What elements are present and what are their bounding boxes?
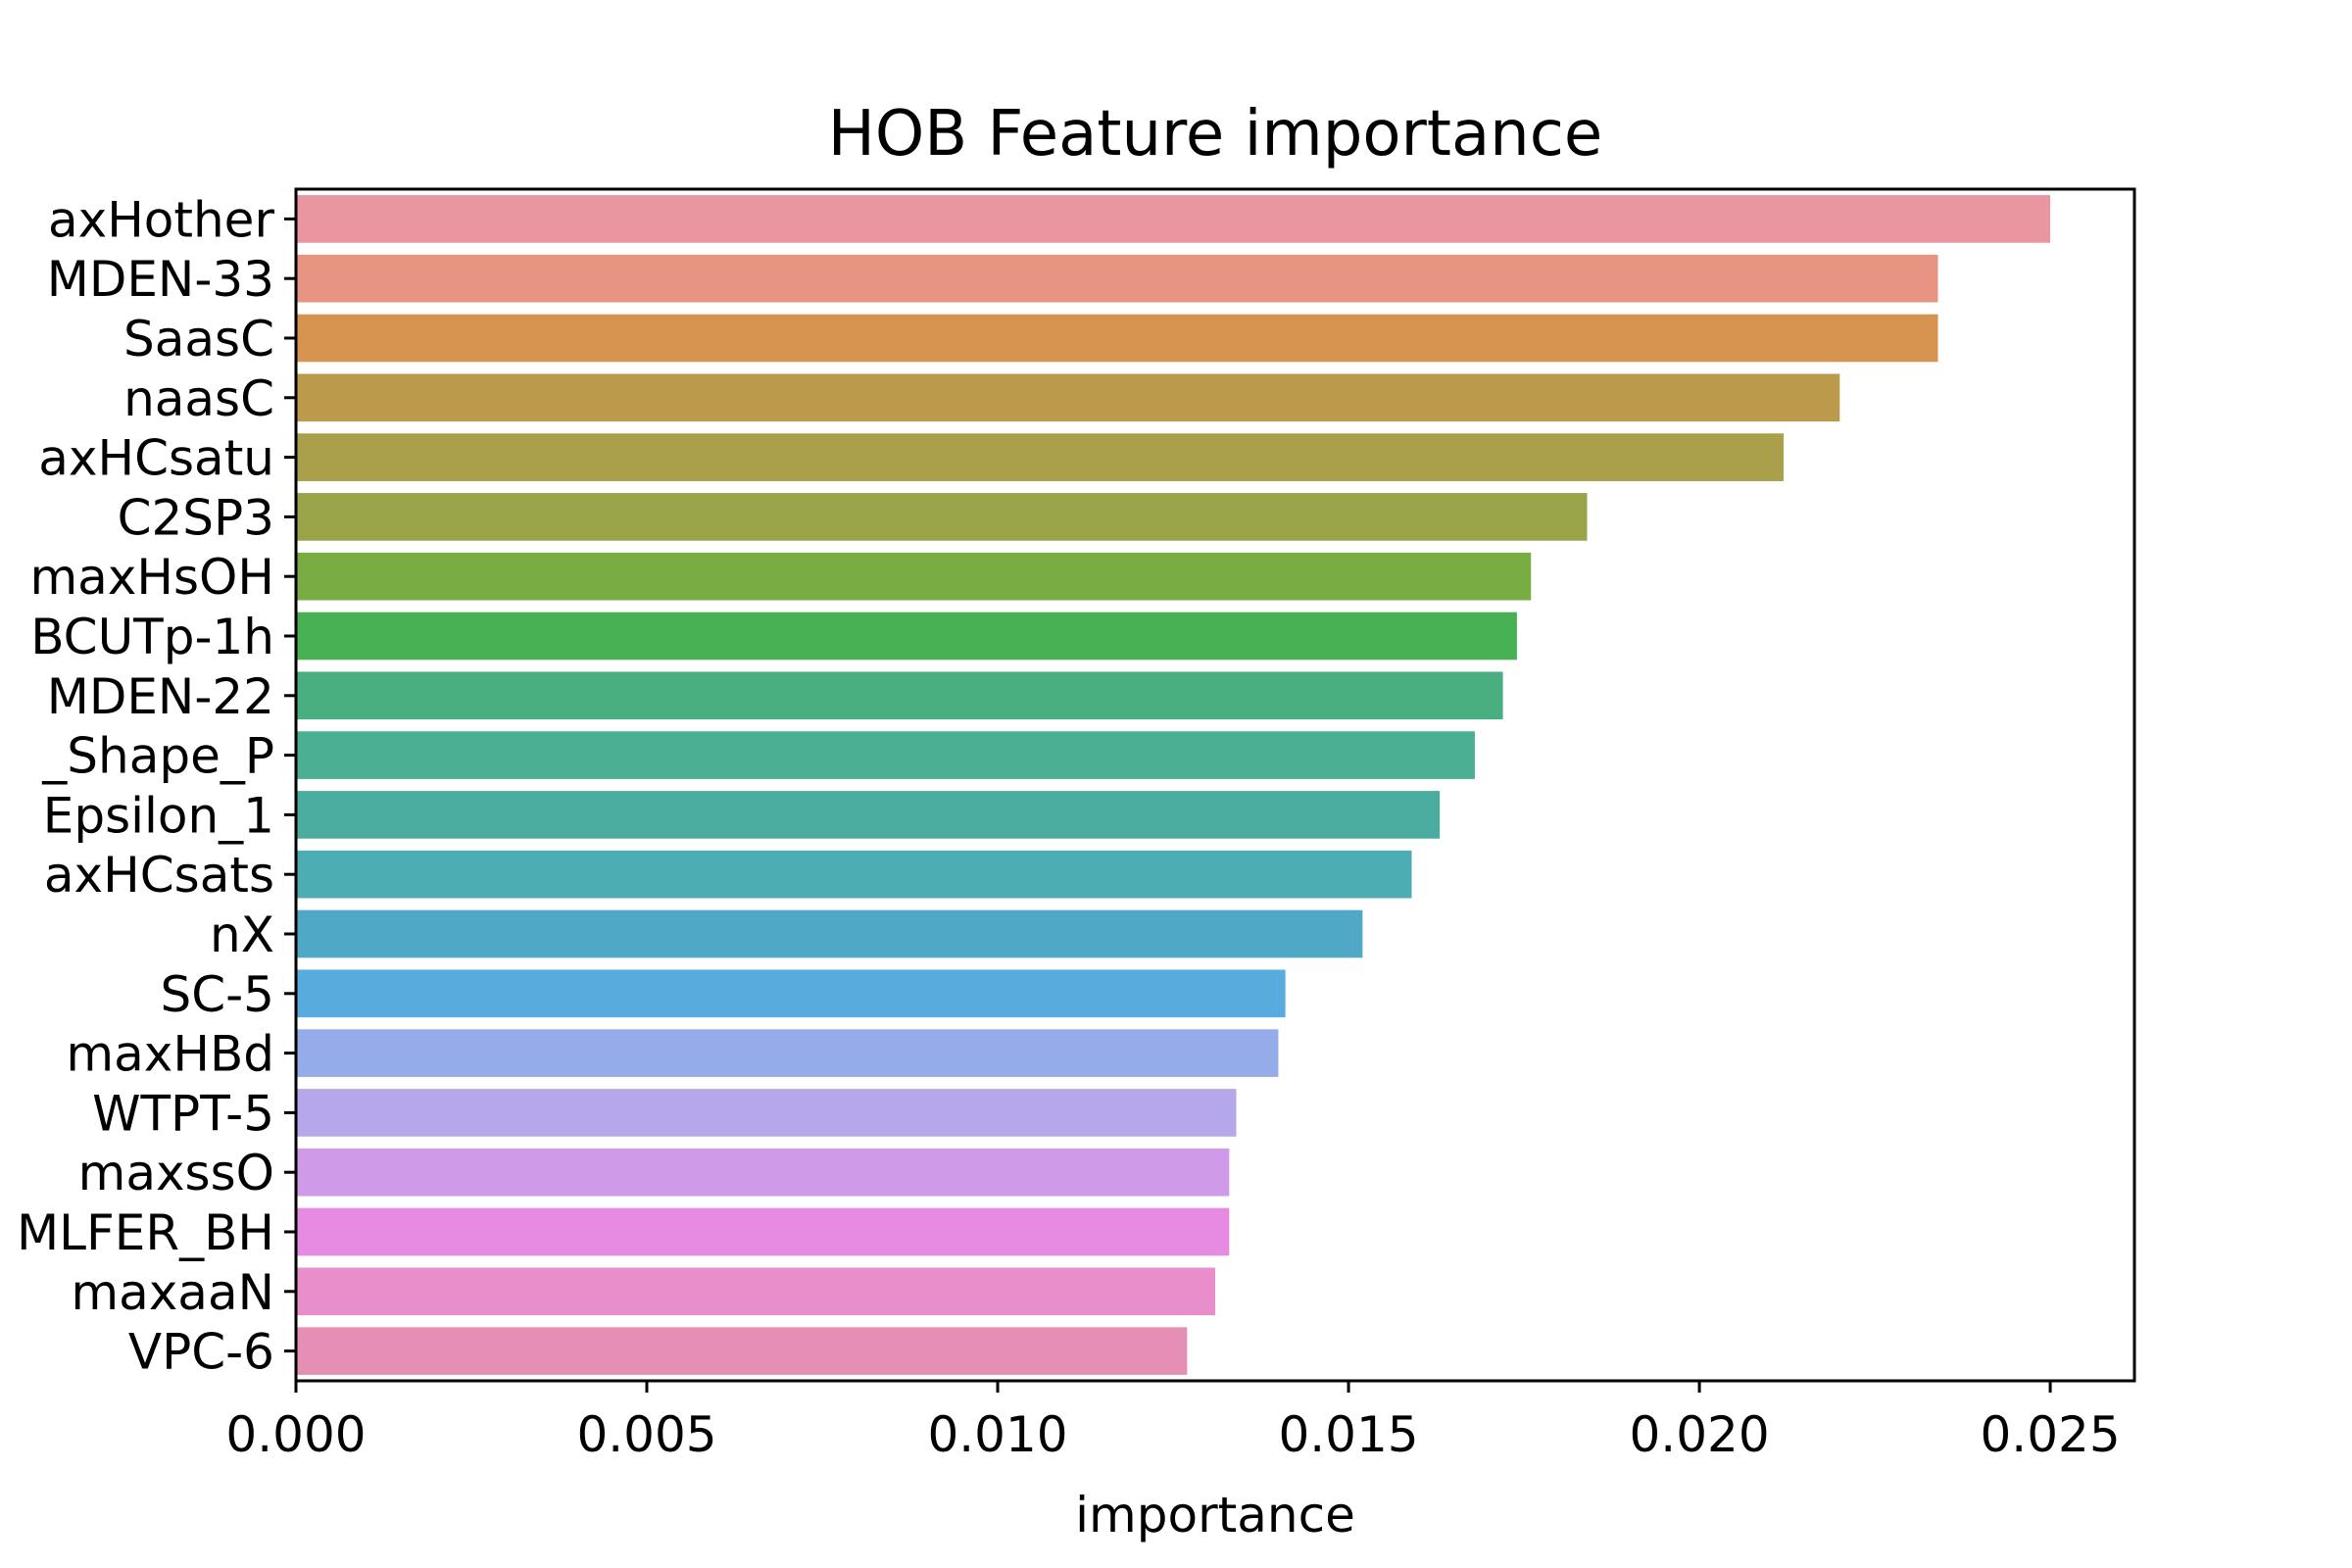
y-tick-label: SC-5 xyxy=(160,966,274,1023)
x-tick-label: 0.010 xyxy=(927,1406,1067,1463)
y-tick-label: axHother xyxy=(48,191,274,248)
y-tick-label: naasC xyxy=(123,370,274,427)
x-ticks: 0.000 0.005 0.010 0.015 0.020 0.025 xyxy=(225,1381,2121,1463)
y-tick-label: MDEN-33 xyxy=(47,251,274,308)
y-tick-label: MDEN-22 xyxy=(47,668,274,725)
bar-11 xyxy=(296,850,1412,899)
y-tick-label: axHCsats xyxy=(44,847,274,904)
bar-13 xyxy=(296,969,1286,1018)
bar-6 xyxy=(296,552,1532,601)
x-tick-label: 0.025 xyxy=(1981,1406,2121,1463)
x-tick-label: 0.020 xyxy=(1629,1406,1769,1463)
y-tick-label: VPC-6 xyxy=(128,1324,274,1381)
bar-8 xyxy=(296,671,1503,720)
bar-4 xyxy=(296,433,1784,481)
y-tick-label: nX xyxy=(210,906,274,963)
bar-2 xyxy=(296,314,1938,363)
bar-17 xyxy=(296,1207,1230,1256)
bar-1 xyxy=(296,254,1938,303)
plot-frame xyxy=(294,187,2136,1383)
y-tick-label: C2SP3 xyxy=(118,489,274,546)
bar-7 xyxy=(296,612,1517,661)
x-axis-label: importance xyxy=(1075,1487,1355,1544)
y-tick-label: maxssO xyxy=(78,1145,274,1201)
y-tick-label: maxHBd xyxy=(66,1026,274,1083)
y-tick-label: BCUTp-1h xyxy=(30,609,274,665)
y-tick-label: maxHsOH xyxy=(29,549,274,606)
y-tick-label: SaasC xyxy=(123,311,274,368)
bar-0 xyxy=(296,195,2051,243)
bar-15 xyxy=(296,1089,1237,1137)
y-tick-label: _Shape_P xyxy=(41,728,274,785)
y-tick-labels: axHotherMDEN-33SaasCnaasCaxHCsatuC2SP3ma… xyxy=(17,191,296,1381)
bar-18 xyxy=(296,1267,1215,1316)
y-tick-label: axHCsatu xyxy=(38,430,274,487)
bar-9 xyxy=(296,731,1475,779)
y-tick-label: Epsilon_1 xyxy=(43,787,274,844)
chart-title: HOB Feature importance xyxy=(828,98,1603,171)
y-tick-label: MLFER_BH xyxy=(17,1204,274,1261)
x-tick-label: 0.000 xyxy=(225,1406,366,1463)
bar-16 xyxy=(296,1148,1230,1197)
y-tick-label: maxaaN xyxy=(71,1264,274,1321)
x-tick-label: 0.015 xyxy=(1278,1406,1418,1463)
bar-12 xyxy=(296,909,1363,958)
bar-5 xyxy=(296,493,1588,541)
bar-3 xyxy=(296,373,1840,422)
bar-14 xyxy=(296,1029,1279,1077)
bars-group xyxy=(296,195,2051,1375)
x-tick-label: 0.005 xyxy=(576,1406,716,1463)
bar-19 xyxy=(296,1327,1188,1375)
bar-10 xyxy=(296,791,1441,839)
y-tick-label: WTPT-5 xyxy=(92,1085,274,1142)
